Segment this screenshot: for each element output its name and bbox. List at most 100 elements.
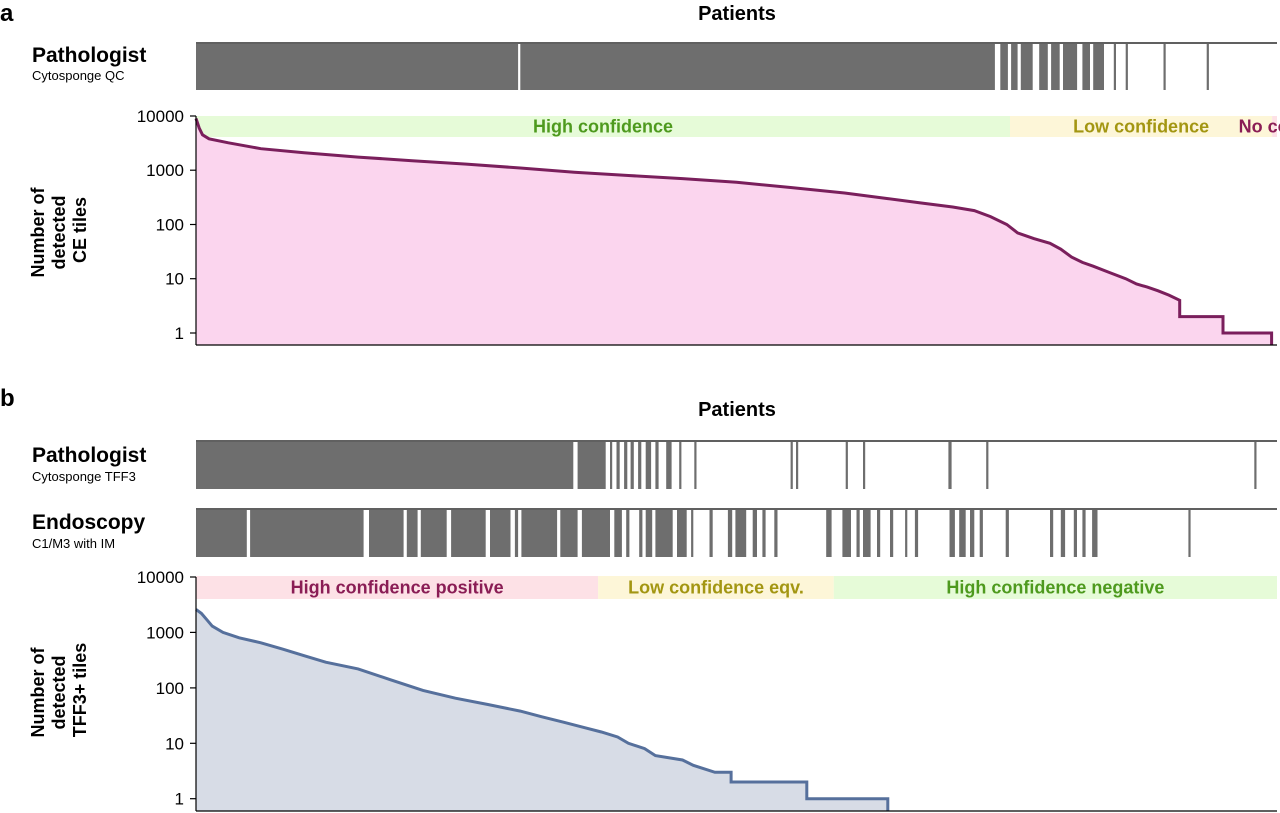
panel-a-y-label: Number of detected CE tiles <box>28 182 90 277</box>
strip-mark <box>905 510 908 557</box>
strip-mark <box>521 510 558 557</box>
panel-b-y-label: Number of detected TFF3+ tiles <box>28 642 90 737</box>
panel-b-row2-sub: C1/M3 with IM <box>32 536 115 551</box>
panel-b-row1-name: Pathologist <box>32 444 146 467</box>
panel-b-row2-name: Endoscopy <box>32 511 146 534</box>
confidence-band <box>1272 116 1277 137</box>
strip-mark <box>645 510 653 557</box>
strip-mark <box>630 442 634 489</box>
y-tick-label: 1 <box>175 324 184 343</box>
strip-mark <box>1020 44 1033 90</box>
confidence-band <box>1010 116 1273 137</box>
y-tick-label: 100 <box>156 216 184 235</box>
panel-b-y-ticks: 1 10 100 1000 10000 <box>137 568 196 809</box>
confidence-band <box>196 116 1010 137</box>
y-tick-label: 1 <box>175 790 184 809</box>
strip-mark <box>626 510 630 557</box>
strip-mark <box>639 510 643 557</box>
strip-mark <box>1051 44 1060 90</box>
panel-a-qc-strip <box>196 44 1209 90</box>
panel-b-tff3-line <box>195 608 890 811</box>
strip-mark <box>709 510 713 557</box>
strip-mark <box>856 510 860 557</box>
panel-a-y-ticks: 1 10 100 1000 10000 <box>137 107 196 343</box>
confidence-band-label: High confidence negative <box>946 578 1164 598</box>
strip-mark <box>1060 510 1066 557</box>
strip-mark <box>735 510 747 557</box>
panel-b-tff3-area <box>196 609 888 811</box>
confidence-band-label: High confidence positive <box>291 578 504 598</box>
strip-mark <box>655 442 659 489</box>
strip-mark <box>520 44 995 90</box>
panel-a-title: Patients <box>698 3 776 25</box>
strip-mark <box>406 510 418 557</box>
confidence-band <box>833 576 1277 599</box>
strip-mark <box>638 442 642 489</box>
panel-a-label: a <box>0 0 14 27</box>
strip-mark <box>610 442 613 489</box>
confidence-band-label: Low confidence <box>1073 117 1209 137</box>
strip-mark <box>914 510 919 557</box>
strip-mark <box>959 510 966 557</box>
strip-mark <box>1050 510 1054 557</box>
strip-mark <box>845 442 848 489</box>
y-tick-label: 10 <box>165 734 184 753</box>
strip-mark <box>666 442 672 489</box>
strip-mark <box>369 510 404 557</box>
strip-mark <box>451 510 486 557</box>
strip-mark <box>1125 44 1128 90</box>
strip-mark <box>514 510 519 557</box>
strip-mark <box>560 510 578 557</box>
panel-a-confidence-bands: High confidence Low confidence No conf. <box>196 116 1280 137</box>
strip-mark <box>752 510 757 557</box>
panel-a-ce-line <box>194 118 1274 345</box>
y-tick-label: 10 <box>165 270 184 289</box>
strip-mark <box>250 510 364 557</box>
strip-mark <box>979 510 983 557</box>
strip-mark <box>1082 510 1086 557</box>
strip-mark <box>655 510 673 557</box>
strip-mark <box>1254 442 1257 489</box>
strip-mark <box>970 510 975 557</box>
strip-mark <box>1092 510 1098 557</box>
strip-mark <box>196 44 519 90</box>
strip-mark <box>616 442 620 489</box>
strip-mark <box>790 442 793 489</box>
strip-mark <box>577 442 606 489</box>
strip-mark <box>694 442 697 489</box>
strip-mark <box>1113 44 1116 90</box>
y-tick-label: 100 <box>156 679 184 698</box>
strip-mark <box>842 510 851 557</box>
strip-mark <box>1039 44 1048 90</box>
strip-mark <box>774 510 778 557</box>
strip-mark <box>863 442 866 489</box>
strip-mark <box>986 442 989 489</box>
strip-mark <box>796 442 799 489</box>
strip-mark <box>624 442 628 489</box>
strip-mark <box>1011 44 1018 90</box>
y-tick-label: 10000 <box>137 107 184 126</box>
confidence-band <box>196 576 599 599</box>
strip-mark <box>877 510 881 557</box>
strip-mark <box>1163 44 1166 90</box>
strip-mark <box>196 510 247 557</box>
strip-mark <box>420 510 447 557</box>
y-tick-label: 1000 <box>146 161 184 180</box>
confidence-band <box>598 576 834 599</box>
strip-mark <box>863 510 871 557</box>
panel-a-row-sub: Cytosponge QC <box>32 68 125 83</box>
panel-b-confidence-bands: High confidence positive Low confidence e… <box>196 576 1277 599</box>
strip-mark <box>949 510 955 557</box>
strip-mark <box>948 442 952 489</box>
panel-b-pathologist-strip <box>196 442 1257 489</box>
strip-mark <box>679 442 682 489</box>
panel-b-row1-sub: Cytosponge TFF3 <box>32 469 136 484</box>
panel-b-label: b <box>0 385 15 412</box>
strip-mark <box>196 442 574 489</box>
strip-mark <box>727 510 733 557</box>
strip-mark <box>645 442 652 489</box>
y-tick-label: 10000 <box>137 568 184 587</box>
strip-mark <box>1063 44 1078 90</box>
strip-mark <box>1093 44 1104 90</box>
